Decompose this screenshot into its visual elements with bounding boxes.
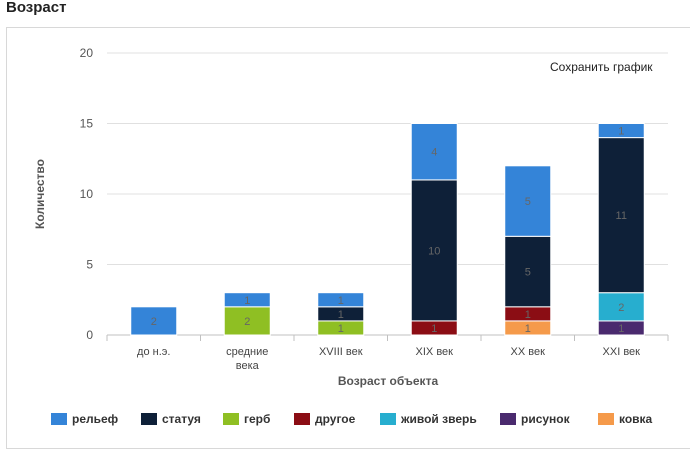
data-label: 1: [618, 323, 624, 335]
data-label: 1: [525, 323, 531, 335]
bar-segment: [597, 292, 645, 322]
legend-label: рельеф: [72, 412, 119, 426]
y-tick-label: 0: [86, 328, 93, 342]
data-label: 2: [151, 316, 157, 328]
bar-segment: [597, 137, 645, 294]
page-title: Возраст: [6, 0, 67, 16]
y-tick-label: 20: [80, 46, 94, 60]
legend-swatch: [500, 413, 516, 425]
x-tick-label: XVIII век: [319, 346, 363, 358]
x-tick-label: XXI век: [603, 346, 641, 358]
legend-swatch: [598, 413, 614, 425]
data-label: 2: [618, 302, 624, 314]
bar-segment: [317, 292, 365, 308]
x-tick-label: средние века: [226, 346, 268, 372]
legend-swatch: [294, 413, 310, 425]
legend-swatch: [223, 413, 239, 425]
data-label: 5: [525, 267, 531, 279]
legend-swatch: [51, 413, 67, 425]
data-label: 1: [431, 323, 437, 335]
data-label: 1: [618, 126, 624, 138]
data-label: 1: [338, 295, 344, 307]
y-tick-label: 10: [80, 187, 94, 201]
data-label: 11: [616, 210, 627, 222]
save-chart-button[interactable]: Сохранить график: [550, 60, 653, 74]
data-label: 10: [428, 245, 440, 257]
data-label: 1: [338, 309, 344, 321]
y-tick-label: 5: [86, 258, 93, 272]
bar-segment: [504, 235, 552, 308]
bar-segment: [223, 292, 271, 308]
bar-segment: [597, 123, 645, 139]
legend-label: другое: [315, 412, 356, 426]
legend-label: статуя: [162, 412, 201, 426]
data-label: 1: [525, 309, 531, 321]
legend-label: живой зверь: [400, 412, 477, 426]
x-tick-label: XIX век: [416, 346, 454, 358]
x-tick-label: до н.э.: [137, 346, 170, 358]
legend-label: рисунок: [521, 412, 571, 426]
bar-segment: [223, 306, 271, 336]
x-axis-label: Возраст объекта: [338, 374, 439, 388]
bar-segment: [504, 165, 552, 237]
data-label: 4: [431, 147, 437, 159]
data-label: 2: [244, 316, 250, 328]
legend-swatch: [141, 413, 157, 425]
data-label: 1: [338, 323, 344, 335]
data-label: 5: [525, 196, 531, 208]
bar-segment: [130, 306, 178, 336]
data-label: 1: [244, 295, 250, 307]
y-tick-label: 15: [80, 117, 94, 131]
x-tick-label: XX век: [511, 346, 546, 358]
y-axis-label: Количество: [33, 159, 47, 229]
bar-segment: [410, 123, 458, 181]
legend-label: ковка: [619, 412, 653, 426]
legend-label: герб: [244, 412, 270, 426]
legend-swatch: [380, 413, 396, 425]
